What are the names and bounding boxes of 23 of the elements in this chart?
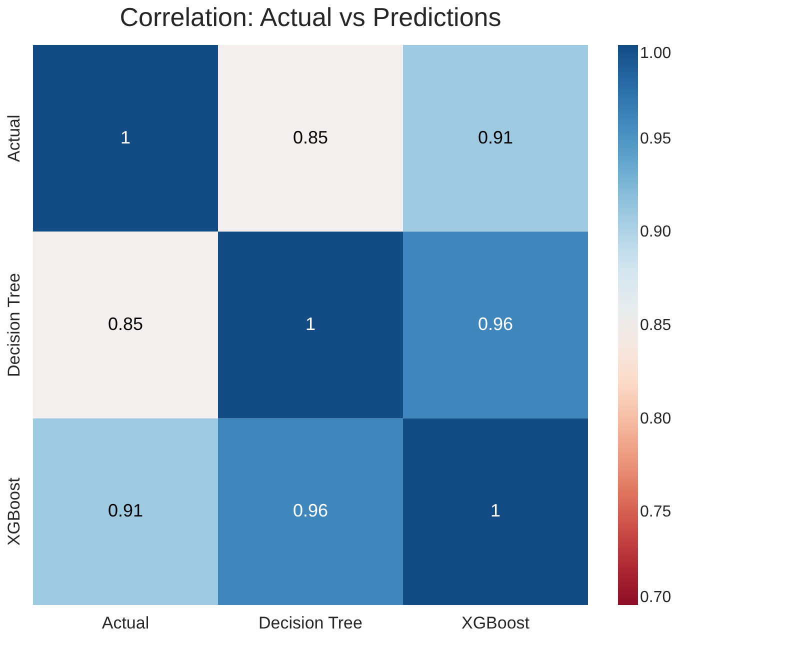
x-tick-label: Decision Tree [258,614,362,632]
color-bar-label: 0.70 [640,589,672,606]
color-bar-label: 1.00 [640,45,672,62]
data-label: 1 [305,314,316,334]
color-bar-label: 0.75 [640,504,672,521]
y-tick-label: XGBoost [4,477,24,546]
color-bar-label: 0.90 [640,224,672,241]
data-label: 0.91 [478,127,514,148]
y-tick-label: Actual [4,114,24,162]
data-label: 0.91 [108,500,144,521]
color-bar-label: 0.80 [640,410,672,428]
y-tick-label: Decision Tree [4,273,24,377]
data-label: 0.96 [478,314,514,334]
color-bar-label: 0.85 [640,317,672,334]
color-bar-label: 0.95 [640,130,672,148]
data-label: 0.85 [108,314,144,334]
data-label: 0.85 [292,127,328,148]
data-label: 1 [120,127,131,148]
x-tick-label: XGBoost [461,614,530,632]
chart-title: Correlation: Actual vs Predictions [120,2,502,32]
x-tick-label: Actual [102,614,150,632]
data-label: 1 [490,500,501,521]
data-label: 0.96 [292,500,328,521]
